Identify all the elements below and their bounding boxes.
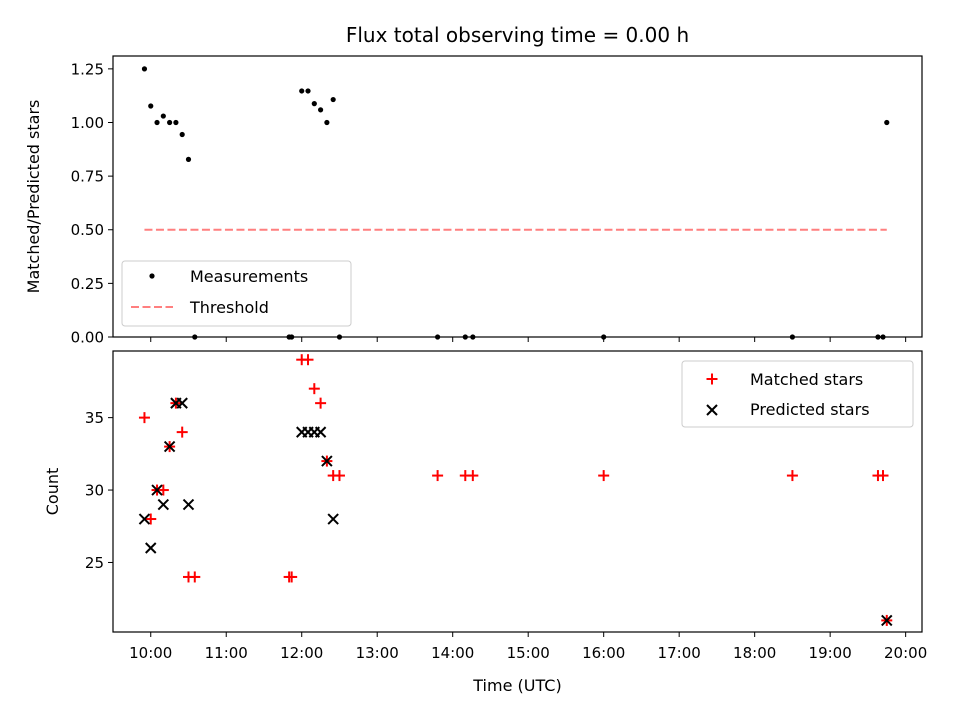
- matched-star-point-14: [315, 397, 327, 409]
- measurement-point-1: [148, 103, 154, 109]
- legend-matched-label: Matched stars: [750, 370, 863, 389]
- legend-predicted-label: Predicted stars: [750, 400, 870, 419]
- bottom-ylabel: Count: [43, 468, 62, 516]
- matched-star-point-10: [286, 571, 298, 583]
- bottom-xtick-label-1: 11:00: [205, 644, 248, 662]
- bottom-xtick-label-3: 13:00: [356, 644, 399, 662]
- measurement-point-14: [317, 107, 324, 113]
- bottom-xtick-label-8: 18:00: [733, 644, 776, 662]
- legend-threshold-label: Threshold: [189, 298, 269, 317]
- bottom-xtick-label-0: 10:00: [129, 644, 172, 662]
- top-legend-box: [121, 260, 352, 327]
- bottom-axes-frame: [112, 350, 923, 633]
- bottom-ytick-label-0: 25: [85, 554, 104, 572]
- bottom-xtick-label-4: 14:00: [431, 644, 474, 662]
- legend-predicted-marker: [706, 404, 718, 416]
- bottom-axes: 25 30 35 10:00 11:00 12:00 13:00 14:00 15:00 16:0…: [43, 350, 927, 695]
- predicted-star-point-13: [327, 513, 339, 525]
- matched-star-point-13: [308, 383, 320, 395]
- legend-matched-marker: [706, 373, 718, 385]
- predicted-star-point-0: [138, 513, 151, 525]
- measurement-point-25: [884, 119, 890, 126]
- matched-star-point-18: [432, 470, 444, 482]
- matched-star-point-0: [138, 412, 150, 424]
- predicted-star-point-14: [881, 614, 893, 627]
- bottom-xlabel: Time (UTC): [472, 676, 561, 695]
- top-axes: 0.00 0.25 0.50 0.75 1.00 1.25 Matched/Predicte…: [24, 55, 923, 347]
- measurement-point-5: [173, 119, 179, 126]
- measurement-point-0: [141, 66, 148, 72]
- predicted-star-point-3: [157, 498, 170, 511]
- chart-title: Flux total observing time = 0.00 h: [346, 23, 689, 47]
- matched-star-point-24: [877, 470, 889, 482]
- top-ytick-label-2: 0.50: [71, 221, 104, 239]
- bottom-xtick-label-10: 20:00: [884, 644, 927, 662]
- predicted-star-point-7: [182, 498, 195, 511]
- matched-star-point-1: [145, 513, 157, 525]
- top-ytick-label-5: 1.25: [71, 60, 104, 78]
- matched-star-point-6: [176, 426, 188, 438]
- bottom-ytick-label-1: 30: [85, 482, 104, 500]
- top-ylabel: Matched/Predicted stars: [24, 100, 43, 294]
- predicted-star-point-2: [151, 484, 163, 496]
- matched-star-point-12: [302, 354, 314, 366]
- measurement-point-2: [154, 119, 160, 126]
- legend-measurements-marker: [149, 273, 155, 279]
- matched-star-point-8: [189, 571, 201, 583]
- measurement-point-3: [160, 113, 166, 119]
- measurement-point-16: [330, 96, 336, 103]
- bottom-legend-box: [681, 360, 914, 428]
- bottom-legend: Matched stars Predicted stars: [681, 360, 914, 428]
- predicted-star-point-12: [321, 455, 333, 467]
- measurement-point-7: [185, 156, 192, 162]
- top-legend: Measurements Threshold: [121, 260, 352, 327]
- measurement-point-15: [324, 119, 330, 126]
- measurement-point-13: [311, 101, 317, 107]
- legend-measurements-label: Measurements: [190, 267, 308, 286]
- matched-star-point-20: [467, 470, 479, 482]
- predicted-star-point-4: [163, 440, 176, 453]
- bottom-ytick-label-2: 35: [85, 409, 104, 427]
- top-ytick-label-1: 0.25: [71, 275, 104, 293]
- matched-star-point-17: [333, 470, 345, 482]
- bottom-xtick-label-5: 15:00: [507, 644, 550, 662]
- predicted-star-point-6: [176, 397, 188, 409]
- top-ytick-label-4: 1.00: [71, 114, 104, 132]
- bottom-xtick-label-6: 16:00: [582, 644, 625, 662]
- measurement-point-11: [299, 88, 305, 94]
- top-ytick-label-0: 0.00: [71, 329, 104, 347]
- measurement-point-12: [305, 88, 311, 94]
- matched-star-point-22: [786, 470, 798, 482]
- bottom-xtick-label-9: 19:00: [809, 644, 852, 662]
- bottom-xtick-label-7: 17:00: [658, 644, 701, 662]
- measurement-point-6: [179, 131, 185, 138]
- measurement-point-4: [167, 119, 173, 126]
- predicted-star-point-11: [314, 426, 327, 438]
- top-axes-frame: [112, 55, 923, 338]
- top-ytick-label-3: 0.75: [71, 168, 104, 186]
- matched-star-point-21: [598, 470, 610, 482]
- matched-star-point-3: [157, 484, 169, 496]
- bottom-xtick-label-2: 12:00: [280, 644, 323, 662]
- predicted-star-point-1: [145, 542, 157, 554]
